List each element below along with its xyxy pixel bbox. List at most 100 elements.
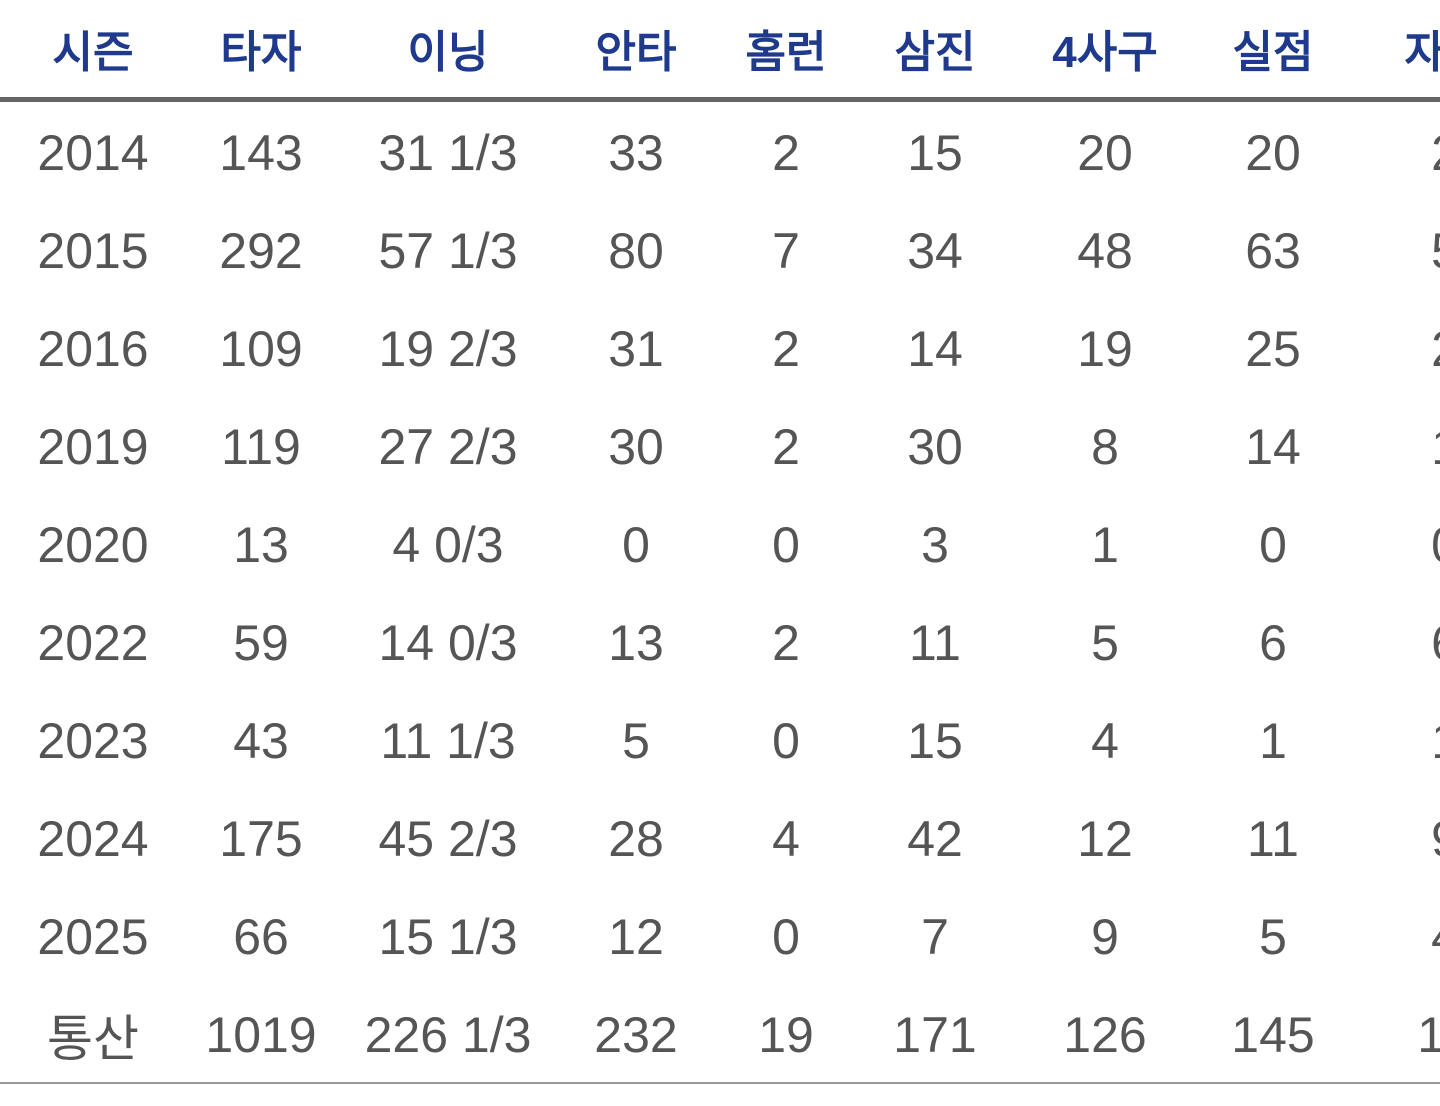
table-cell: 2 bbox=[772, 321, 800, 377]
table-cell: 20 bbox=[1245, 125, 1301, 181]
table-cell: 7 bbox=[772, 223, 800, 279]
table-cell: 4 0/3 bbox=[392, 517, 504, 573]
table-cell: 11 bbox=[909, 615, 961, 671]
table-cell: 19 bbox=[758, 1007, 814, 1063]
table-cell: 2023 bbox=[37, 713, 149, 769]
table-cell: 119 bbox=[221, 419, 301, 475]
table-cell: 126 bbox=[1063, 1007, 1147, 1063]
table-cell: 14 bbox=[1245, 419, 1301, 475]
column-header: 홈런 bbox=[745, 28, 827, 77]
table-cell: 0 bbox=[1259, 517, 1287, 573]
table-cell: 45 2/3 bbox=[378, 811, 518, 867]
table-cell: 0 bbox=[1431, 516, 1440, 574]
table-cell: 2 bbox=[1431, 124, 1440, 182]
table-cell: 2015 bbox=[37, 223, 149, 279]
table-cell: 2 bbox=[772, 125, 800, 181]
table-cell: 145 bbox=[1231, 1007, 1315, 1063]
table-cell: 143 bbox=[219, 125, 303, 181]
table-cell: 2022 bbox=[37, 615, 149, 671]
table-cell: 19 bbox=[1077, 321, 1133, 377]
table-cell: 57 1/3 bbox=[378, 223, 518, 279]
table-cell: 43 bbox=[233, 713, 289, 769]
table-cell: 2024 bbox=[37, 811, 149, 867]
table-cell: 2 bbox=[772, 419, 800, 475]
table-cell: 292 bbox=[219, 223, 303, 279]
column-header: 자책 bbox=[1404, 28, 1440, 77]
table-cell: 3 bbox=[921, 517, 949, 573]
table-cell: 8 bbox=[1091, 419, 1119, 475]
bottom-rule bbox=[0, 1082, 1440, 1084]
header-rule bbox=[0, 97, 1440, 102]
table-cell: 9 bbox=[1431, 810, 1440, 868]
table-cell: 2 bbox=[772, 615, 800, 671]
table-cell: 1 bbox=[1431, 418, 1440, 476]
table-cell: 30 bbox=[907, 419, 963, 475]
table-cell: 232 bbox=[594, 1007, 678, 1063]
column-header: 4사구 bbox=[1052, 28, 1158, 77]
table-cell: 12 bbox=[1077, 811, 1133, 867]
column-header: 시즌 bbox=[52, 28, 134, 77]
table-cell: 31 bbox=[608, 321, 664, 377]
table-cell: 2020 bbox=[37, 517, 149, 573]
table-cell: 4 bbox=[772, 811, 800, 867]
table-cell: 통산 bbox=[47, 1011, 139, 1067]
column-header: 삼진 bbox=[894, 28, 976, 77]
table-cell: 13 bbox=[233, 517, 289, 573]
table-cell: 25 bbox=[1245, 321, 1301, 377]
table-cell: 1 bbox=[1431, 712, 1440, 770]
table-cell: 5 bbox=[1431, 222, 1440, 280]
table-cell: 0 bbox=[772, 909, 800, 965]
table-cell: 9 bbox=[1091, 909, 1119, 965]
table-cell: 6 bbox=[1259, 615, 1287, 671]
table-cell: 30 bbox=[608, 419, 664, 475]
table-cell: 59 bbox=[233, 615, 289, 671]
table-cell: 5 bbox=[1091, 615, 1119, 671]
table-cell: 5 bbox=[1259, 909, 1287, 965]
table-cell: 171 bbox=[893, 1007, 977, 1063]
table-cell: 4 bbox=[1431, 908, 1440, 966]
table-cell: 27 2/3 bbox=[378, 419, 518, 475]
table-cell: 34 bbox=[907, 223, 963, 279]
table-cell: 11 bbox=[1247, 811, 1299, 867]
table-cell: 4 bbox=[1091, 713, 1119, 769]
table-cell: 109 bbox=[219, 321, 303, 377]
table-cell: 48 bbox=[1077, 223, 1133, 279]
table-cell: 1 bbox=[1259, 713, 1287, 769]
table-cell: 5 bbox=[622, 713, 650, 769]
table-cell: 0 bbox=[772, 713, 800, 769]
table-cell: 2019 bbox=[37, 419, 149, 475]
table-cell: 31 1/3 bbox=[378, 125, 518, 181]
table-cell: 63 bbox=[1245, 223, 1301, 279]
column-header: 실점 bbox=[1232, 28, 1314, 77]
table-cell: 7 bbox=[921, 909, 949, 965]
table-cell: 13 bbox=[608, 615, 664, 671]
table-cell: 66 bbox=[233, 909, 289, 965]
table-cell: 33 bbox=[608, 125, 664, 181]
table-cell: 42 bbox=[907, 811, 963, 867]
table-cell: 6 bbox=[1431, 614, 1440, 672]
table-cell: 15 1/3 bbox=[378, 909, 518, 965]
table-cell: 14 0/3 bbox=[378, 615, 518, 671]
table-cell: 80 bbox=[608, 223, 664, 279]
table-cell: 15 bbox=[907, 713, 963, 769]
table-cell: 175 bbox=[219, 811, 303, 867]
table-cell: 15 bbox=[907, 125, 963, 181]
table-cell: 28 bbox=[608, 811, 664, 867]
table-cell: 1 bbox=[1091, 517, 1119, 573]
column-header: 이닝 bbox=[407, 28, 489, 77]
table-cell: 20 bbox=[1077, 125, 1133, 181]
column-header: 안타 bbox=[595, 28, 677, 77]
table-cell: 1019 bbox=[205, 1007, 317, 1063]
table-cell: 11 1/3 bbox=[380, 713, 516, 769]
table-cell: 14 bbox=[907, 321, 963, 377]
table-cell: 0 bbox=[772, 517, 800, 573]
table-cell: 0 bbox=[622, 517, 650, 573]
table-cell: 2025 bbox=[37, 909, 149, 965]
table-cell: 2016 bbox=[37, 321, 149, 377]
table-cell: 226 1/3 bbox=[364, 1007, 532, 1063]
table-cell: 12 bbox=[608, 909, 664, 965]
table-cell: 13 bbox=[1417, 1007, 1440, 1063]
column-header: 타자 bbox=[220, 28, 302, 77]
table-cell: 19 2/3 bbox=[378, 321, 518, 377]
